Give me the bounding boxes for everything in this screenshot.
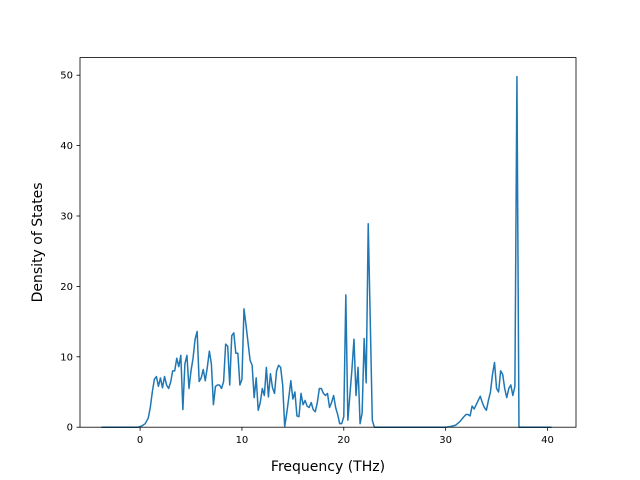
x-tick-label: 0 — [137, 435, 143, 446]
y-tick-label: 30 — [60, 212, 73, 223]
x-tick-label: 30 — [439, 435, 452, 446]
dos-series-line — [101, 75, 552, 428]
y-tick-label: 10 — [60, 352, 73, 363]
x-tick-label: 10 — [236, 435, 249, 446]
y-tick-label: 0 — [67, 423, 73, 434]
y-tick-label: 20 — [60, 282, 73, 293]
axes-frame — [79, 57, 577, 428]
x-tick-label: 20 — [337, 435, 350, 446]
y-tick-label: 50 — [60, 71, 73, 82]
y-tick-label: 40 — [60, 141, 73, 152]
y-axis-ticks: 0 10 20 30 40 50 — [60, 71, 80, 434]
x-axis-label: Frequency (THz) — [271, 459, 385, 475]
x-tick-label: 40 — [541, 435, 554, 446]
y-axis-label: Density of States — [30, 182, 46, 302]
